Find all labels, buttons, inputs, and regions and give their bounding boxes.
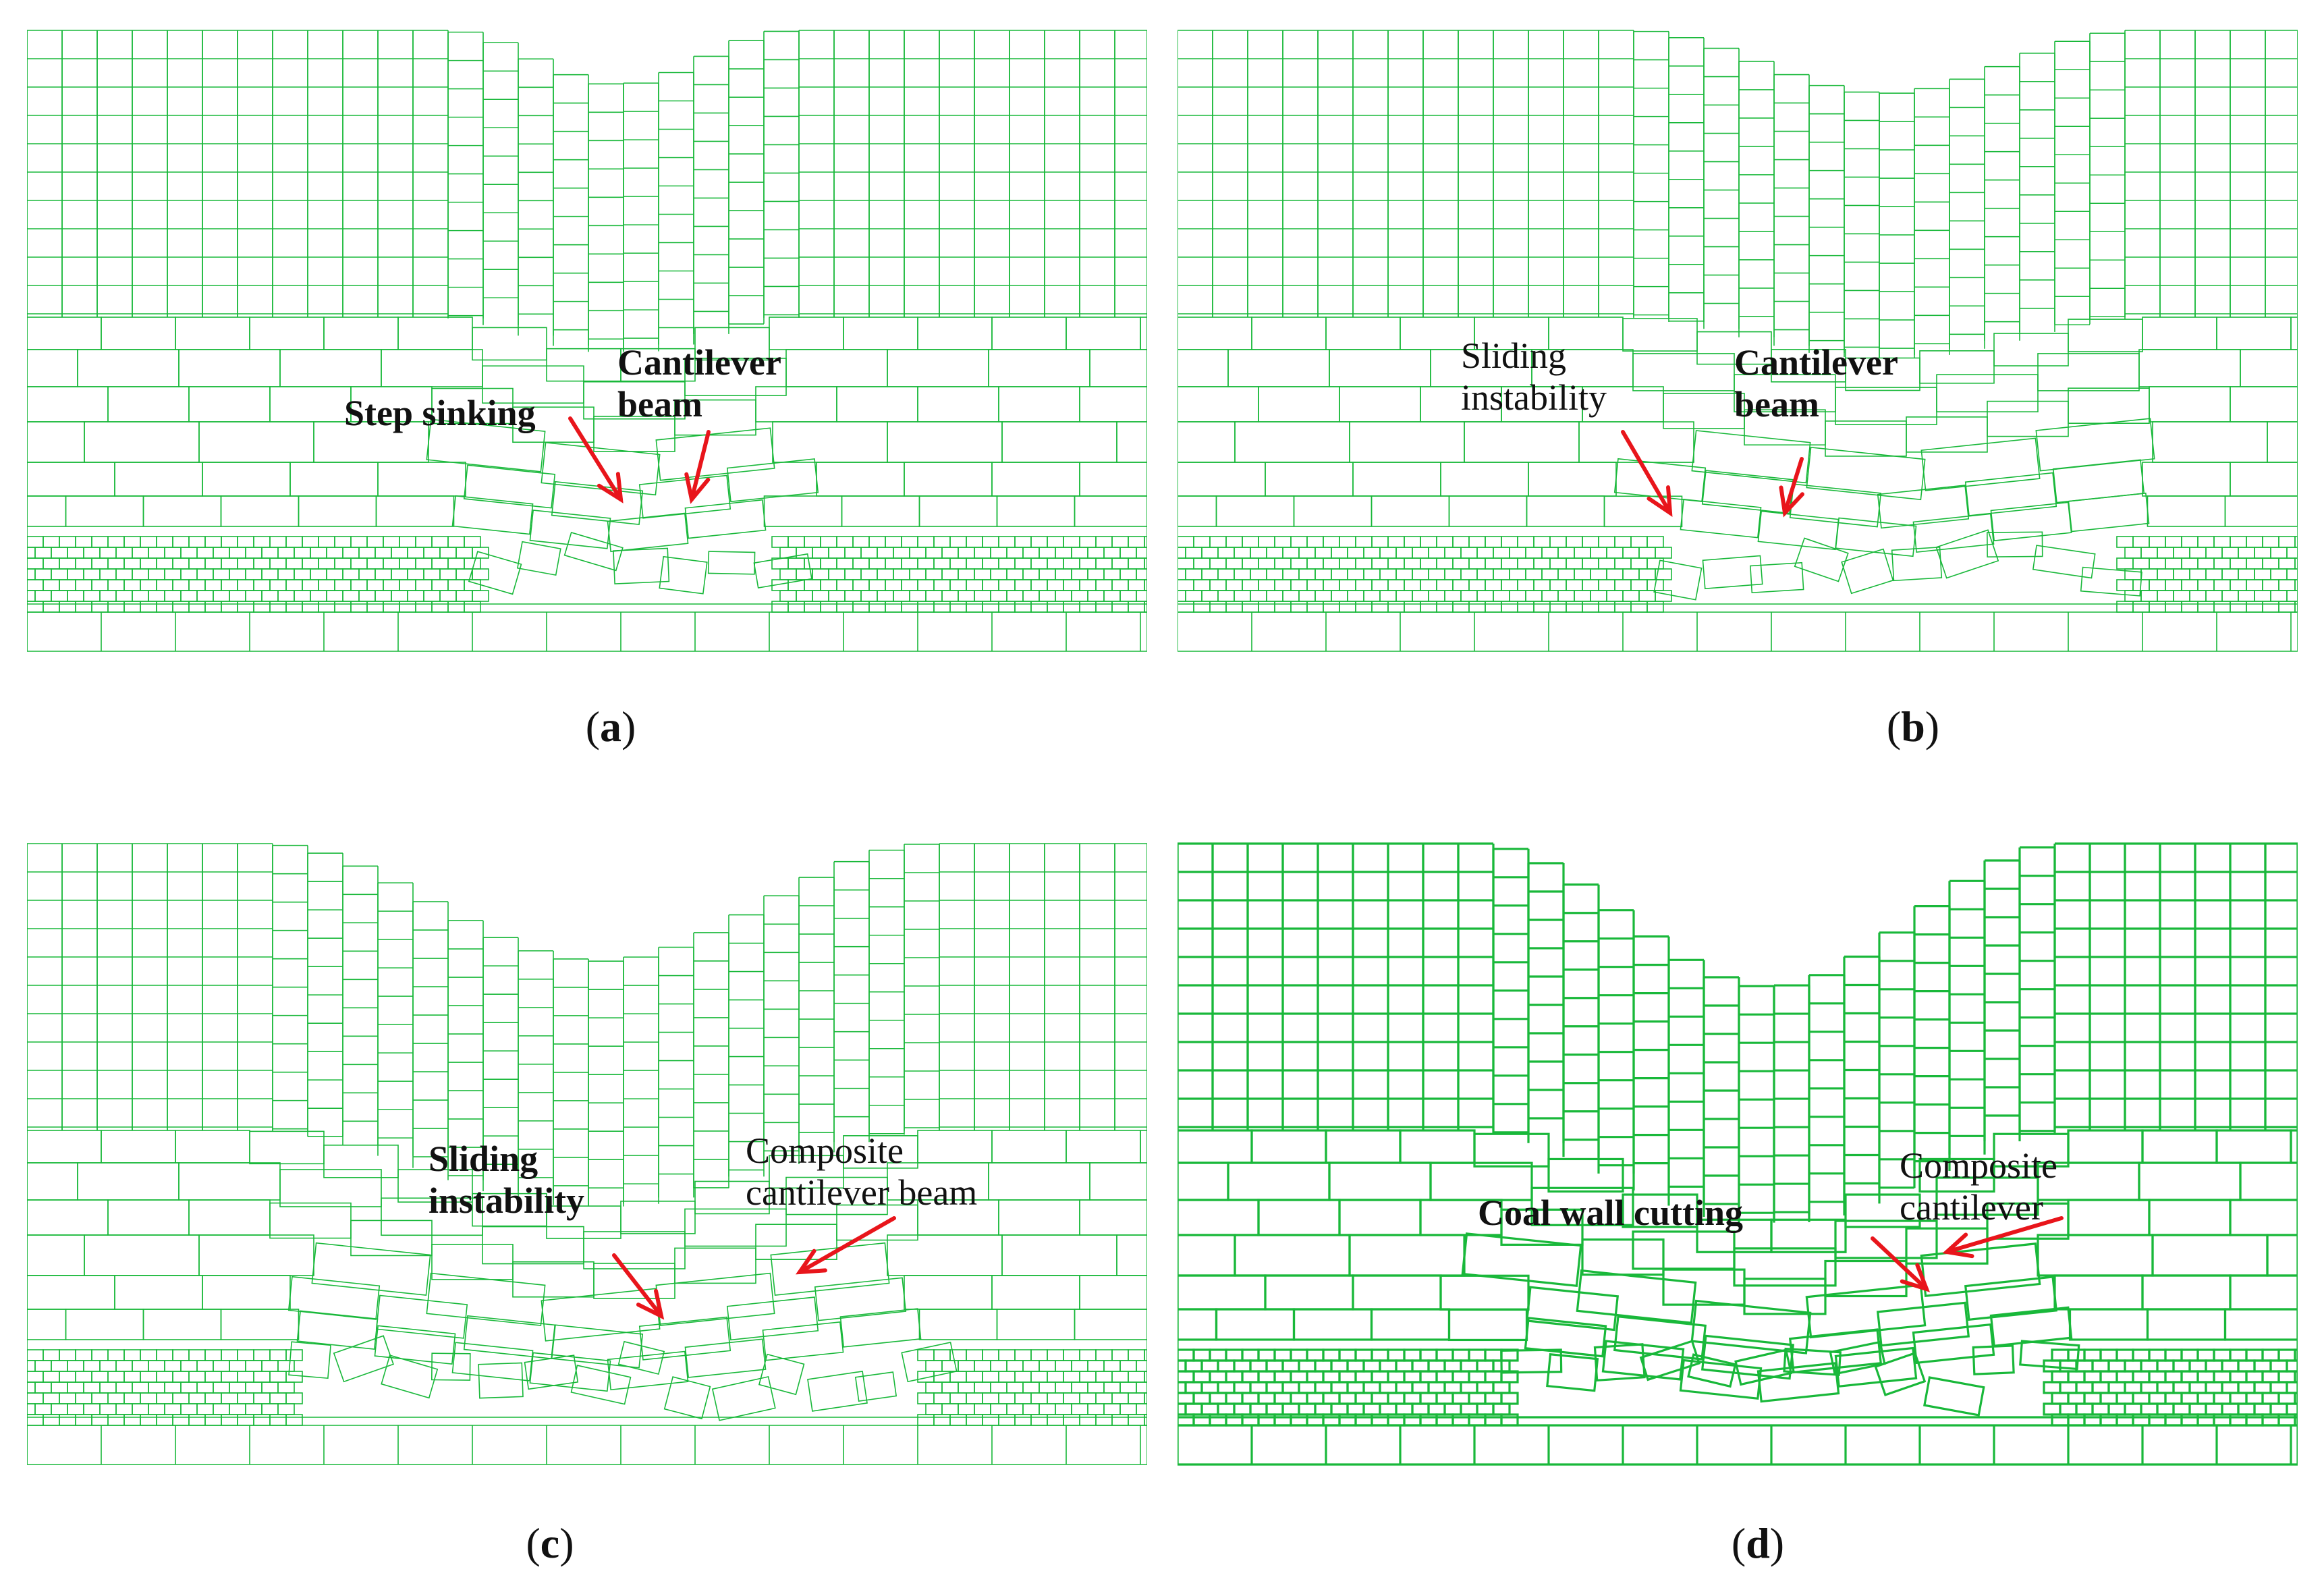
arrow-icon (1871, 1236, 1931, 1292)
panel-c: Sliding instability Composite cantilever be… (27, 840, 1147, 1468)
label-sliding-instability: Sliding instability (428, 1139, 584, 1221)
floor-strata (1178, 844, 2298, 1466)
arrow-icon (1942, 1216, 2064, 1259)
panel-a-mesh: Step sinking Cantilever beam (27, 30, 1147, 652)
coal-seam (27, 1335, 1147, 1426)
rock-mesh (27, 843, 1147, 1465)
arrow-icon (684, 430, 711, 504)
label-sliding-instability: Sliding instability (1461, 335, 1607, 418)
caption-c: (c) (526, 1519, 574, 1567)
panel-d: Coal wall cutting Composite cantilever (1178, 840, 2298, 1468)
label-cantilever-beam: Cantilever beam (617, 342, 781, 425)
label-coal-wall-cutting: Coal wall cutting (1478, 1193, 1743, 1233)
label-composite-cantilever-beam: Composite cantilever beam (746, 1130, 977, 1213)
caption-c-letter: c (540, 1519, 560, 1567)
rock-mesh (1178, 30, 2298, 652)
rock-mesh (27, 30, 1147, 652)
caption-d: (d) (1731, 1519, 1785, 1567)
caption-d-letter: d (1746, 1519, 1770, 1567)
arrow-icon (1621, 430, 1673, 517)
arrow-icon (1779, 457, 1804, 518)
floor-strata (1178, 30, 2298, 652)
coal-seam (1178, 1340, 2298, 1427)
floor-strata (27, 30, 1147, 652)
caption-a-letter: a (600, 703, 621, 750)
label-step-sinking: Step sinking (344, 393, 536, 433)
panel-a: Step sinking Cantilever beam (27, 27, 1147, 655)
floor-strata (27, 844, 1147, 1465)
caption-a: (a) (585, 703, 636, 750)
panel-c-mesh: Sliding instability Composite cantilever be… (27, 843, 1147, 1465)
panel-b-mesh: Sliding instability Cantilever beam (1178, 30, 2298, 652)
rock-mesh (1178, 842, 2298, 1466)
panel-d-mesh: Coal wall cutting Composite cantilever (1178, 842, 2298, 1466)
caption-b: (b) (1886, 703, 1940, 750)
panel-b: Sliding instability Cantilever beam (1178, 27, 2298, 655)
label-cantilever-beam: Cantilever beam (1734, 342, 1898, 425)
coal-seam (1178, 529, 2298, 613)
caption-b-letter: b (1901, 703, 1925, 750)
arrow-icon (568, 416, 624, 503)
arrow-icon (612, 1253, 665, 1320)
label-composite-cantilever: Composite cantilever (1900, 1145, 2057, 1228)
coal-seam (27, 531, 1147, 613)
arrow-icon (796, 1216, 896, 1275)
